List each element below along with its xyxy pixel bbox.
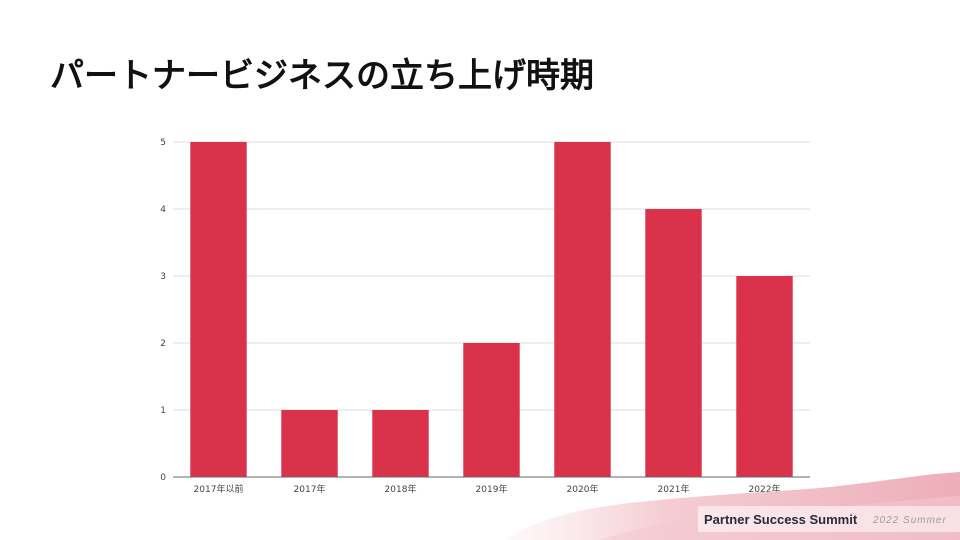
- bar: [281, 410, 338, 477]
- x-tick-label: 2021年: [658, 483, 690, 495]
- y-tick-label: 2: [160, 339, 166, 349]
- bar: [190, 142, 247, 477]
- bar: [372, 410, 429, 477]
- page-title: パートナービジネスの立ち上げ時期: [50, 56, 594, 96]
- y-tick-label: 5: [160, 138, 166, 148]
- y-tick-label: 4: [160, 205, 166, 215]
- footer-brand: Partner Success Summit: [704, 512, 858, 527]
- bars: [190, 142, 793, 477]
- x-tick-label: 2017年以前: [194, 483, 244, 495]
- bar: [645, 209, 702, 477]
- x-axis-ticks: 2017年以前 2017年 2018年 2019年 2020年 2021年 2022年: [194, 483, 781, 495]
- bar: [554, 142, 611, 477]
- bar: [736, 276, 793, 477]
- y-tick-label: 3: [160, 272, 166, 282]
- x-tick-label: 2017年: [294, 483, 326, 495]
- bar: [463, 343, 520, 477]
- footer-subtitle: 2022 Summer: [873, 515, 947, 526]
- x-tick-label: 2019年: [476, 483, 508, 495]
- y-tick-label: 0: [160, 473, 166, 483]
- y-axis-ticks: 0 1 2 3 4 5: [160, 138, 166, 483]
- x-tick-label: 2020年: [567, 483, 599, 495]
- x-tick-label: 2018年: [385, 483, 417, 495]
- x-tick-label: 2022年: [749, 483, 781, 495]
- y-tick-label: 1: [160, 406, 166, 416]
